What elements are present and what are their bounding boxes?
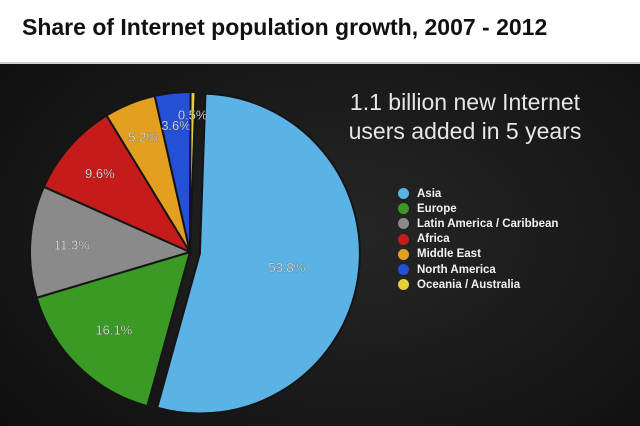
- legend-swatch: [398, 218, 409, 230]
- legend-item: Middle East: [398, 247, 558, 262]
- slice-label-5: 5.2%: [128, 129, 158, 144]
- legend-label: Europe: [417, 202, 457, 215]
- pie-slice-asia: [155, 92, 361, 415]
- legend-item: Latin America / Caribbean: [398, 216, 558, 231]
- legend-swatch: [398, 248, 409, 260]
- legend-label: North America: [417, 263, 496, 276]
- subtitle-line-1: 1.1 billion new Internet: [349, 89, 581, 115]
- legend-item: Oceania / Australia: [398, 277, 558, 292]
- title-bar: Share of Internet population growth, 200…: [0, 0, 640, 64]
- legend-label: Middle East: [417, 248, 481, 261]
- pie-slice-latin-america-caribbean: [29, 185, 193, 299]
- subtitle-line-2: users added in 5 years: [348, 118, 582, 144]
- legend-item: North America: [398, 262, 558, 277]
- slice-label-6: 3.6%: [161, 118, 191, 133]
- pie-slice-africa: [42, 114, 193, 255]
- slice-label-3: 11.3%: [54, 237, 90, 252]
- legend-item: Africa: [398, 232, 558, 247]
- legend-swatch: [398, 279, 409, 291]
- pie-slice-europe: [35, 250, 192, 408]
- slice-label-1: 53.8%: [268, 260, 305, 275]
- legend-label: Africa: [417, 233, 450, 246]
- legend-item: Asia: [398, 186, 558, 201]
- legend-item: Europe: [398, 201, 558, 216]
- pie-slice-oceania-australia: [189, 90, 197, 253]
- slice-label-7: 0.5%: [178, 107, 208, 122]
- legend-swatch: [398, 203, 409, 215]
- legend-label: Asia: [417, 187, 442, 200]
- legend-swatch: [398, 264, 409, 276]
- chart-subtitle: 1.1 billion new Internet users added in …: [300, 88, 630, 146]
- slice-label-2: 16.1%: [95, 323, 132, 338]
- legend-swatch: [398, 188, 409, 200]
- chart-title: Share of Internet population growth, 200…: [22, 14, 548, 40]
- legend-label: Latin America / Caribbean: [417, 217, 559, 230]
- legend-swatch: [398, 233, 409, 245]
- legend-label: Oceania / Australia: [417, 278, 521, 291]
- chart-legend: Asia Europe Latin America / Caribbean Afric…: [398, 186, 558, 292]
- slice-label-4: 9.6%: [85, 166, 115, 181]
